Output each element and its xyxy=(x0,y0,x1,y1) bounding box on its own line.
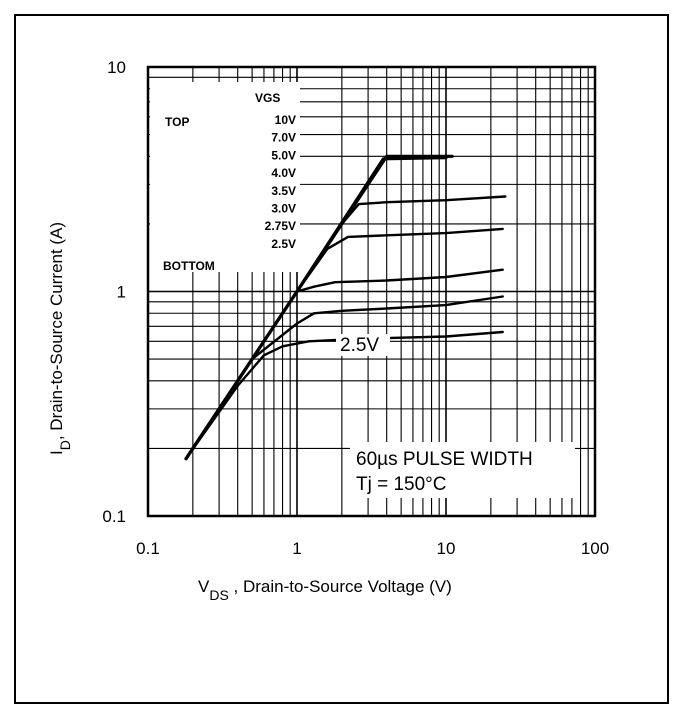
plot-border xyxy=(146,65,597,518)
y-tick-label: 0.1 xyxy=(102,507,126,526)
legend-background xyxy=(150,82,300,272)
legend-entry: 3.5V xyxy=(271,184,296,198)
legend-header: VGS xyxy=(255,91,280,105)
x-axis-title-main: V xyxy=(198,577,210,596)
y-tick-label: 10 xyxy=(107,58,126,77)
legend-entry: 2.75V xyxy=(265,219,296,233)
y-axis-title-sub: D xyxy=(57,440,73,450)
note-pulse-width: 60µs PULSE WIDTH xyxy=(356,449,533,470)
series-line-5 xyxy=(184,268,504,460)
figure-frame xyxy=(14,14,669,704)
x-axis-title: VDS , Drain-to-Source Voltage (V) xyxy=(198,577,452,603)
legend-entry: 7.0V xyxy=(271,131,296,145)
curve-label-background xyxy=(336,334,390,356)
legend-top-label: TOP xyxy=(165,115,189,129)
curve-label: 2.5V xyxy=(340,335,379,356)
note-junction-temp: Tj = 150°C xyxy=(356,474,447,495)
x-tick-label: 10 xyxy=(437,539,456,558)
x-tick-label: 1 xyxy=(292,539,301,558)
legend-entry: 2.5V xyxy=(271,237,296,251)
legend-entry: 4.0V xyxy=(271,166,296,180)
x-axis-title-sub: DS xyxy=(209,587,228,603)
grid-lines xyxy=(148,67,595,516)
legend-entry: 10V xyxy=(275,113,296,127)
x-tick-label: 100 xyxy=(581,539,609,558)
legend-entry: 5.0V xyxy=(271,148,296,162)
legend-bottom-label: BOTTOM xyxy=(163,259,215,273)
y-axis-title: ID, Drain-to-Source Current (A) xyxy=(47,222,73,455)
y-tick-label: 1 xyxy=(117,283,126,302)
note-background xyxy=(350,442,575,498)
y-axis-title-rest: , Drain-to-Source Current (A) xyxy=(47,222,66,440)
y-axis-title-main: I xyxy=(47,450,66,455)
x-axis-title-rest: , Drain-to-Source Voltage (V) xyxy=(229,577,452,596)
series-line-6 xyxy=(184,295,504,460)
x-tick-label: 0.1 xyxy=(136,539,160,558)
series-line-7 xyxy=(184,330,504,460)
legend-entry: 3.0V xyxy=(271,202,296,216)
